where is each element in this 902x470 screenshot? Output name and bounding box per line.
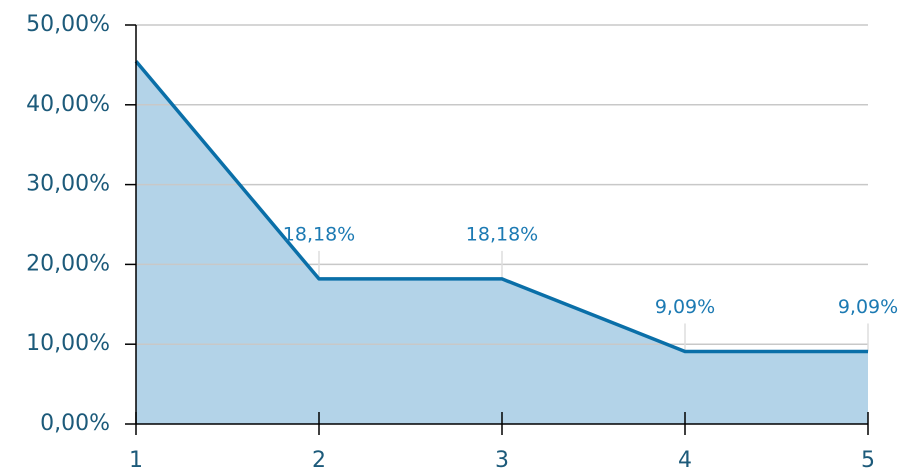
- x-tick-label: 3: [495, 448, 509, 470]
- y-tick-label: 50,00%: [26, 12, 110, 37]
- line: [134, 60, 868, 354]
- y-tick-label: 0,00%: [40, 411, 110, 436]
- value-label: 18,18%: [283, 223, 355, 245]
- x-tick-label: 2: [312, 448, 326, 470]
- x-tick-label: 1: [129, 448, 143, 470]
- y-tick-label: 40,00%: [26, 92, 110, 117]
- x-tick-label: 5: [861, 448, 875, 470]
- x-tick-label: 4: [678, 448, 692, 470]
- value-label: 18,18%: [466, 223, 538, 245]
- value-label: 9,09%: [655, 296, 715, 318]
- value-label: 9,09%: [838, 296, 898, 318]
- area: [136, 61, 868, 425]
- y-tick-label: 10,00%: [26, 331, 110, 356]
- y-tick-label: 30,00%: [26, 172, 110, 197]
- y-tick-label: 20,00%: [26, 251, 110, 276]
